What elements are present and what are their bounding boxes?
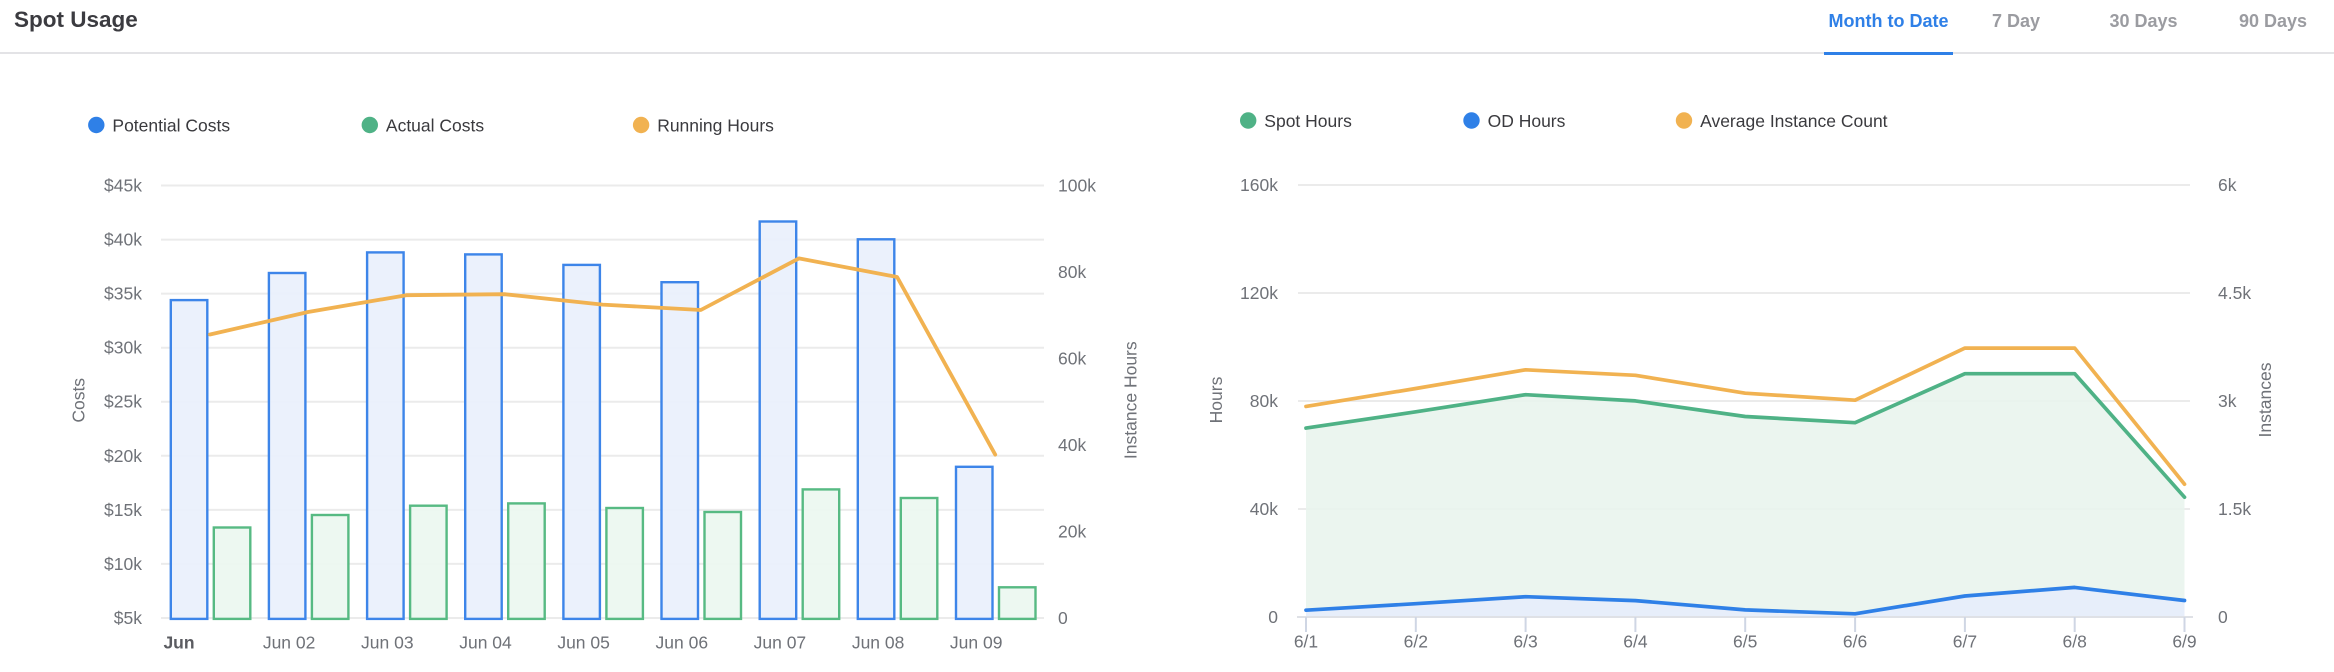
svg-text:40k: 40k: [1058, 435, 1086, 455]
svg-text:6/2: 6/2: [1404, 632, 1428, 652]
svg-text:100k: 100k: [1058, 176, 1096, 196]
svg-text:$10k: $10k: [104, 554, 142, 574]
svg-text:6k: 6k: [2218, 175, 2237, 195]
svg-text:Jun 07: Jun 07: [754, 633, 807, 653]
svg-text:6/3: 6/3: [1513, 632, 1537, 652]
svg-text:$20k: $20k: [104, 446, 142, 466]
svg-text:80k: 80k: [1058, 262, 1086, 282]
svg-text:Jun 08: Jun 08: [852, 633, 905, 653]
svg-text:Jun 06: Jun 06: [656, 633, 709, 653]
svg-text:Instance Hours: Instance Hours: [1121, 341, 1141, 459]
svg-text:0: 0: [1058, 608, 1068, 628]
svg-text:6/8: 6/8: [2063, 632, 2087, 652]
svg-text:3k: 3k: [2218, 391, 2237, 411]
svg-text:Jun 04: Jun 04: [459, 633, 512, 653]
svg-text:$25k: $25k: [104, 392, 142, 412]
svg-text:$5k: $5k: [114, 608, 142, 628]
svg-text:0: 0: [2218, 607, 2228, 627]
svg-text:$35k: $35k: [104, 284, 142, 304]
svg-text:$40k: $40k: [104, 230, 142, 250]
svg-text:120k: 120k: [1240, 283, 1278, 303]
svg-text:6/6: 6/6: [1843, 632, 1867, 652]
svg-text:Jun 02: Jun 02: [263, 633, 316, 653]
svg-text:6/9: 6/9: [2172, 632, 2196, 652]
svg-text:6/4: 6/4: [1623, 632, 1648, 652]
svg-text:Hours: Hours: [1206, 376, 1226, 423]
svg-text:Jun: Jun: [163, 633, 194, 653]
svg-text:Jun 05: Jun 05: [557, 633, 610, 653]
svg-text:160k: 160k: [1240, 175, 1278, 195]
svg-text:80k: 80k: [1250, 391, 1278, 411]
svg-text:Spot Hours: Spot Hours: [1264, 111, 1352, 131]
svg-text:20k: 20k: [1058, 522, 1086, 542]
svg-text:0: 0: [1268, 607, 1278, 627]
svg-text:$15k: $15k: [104, 500, 142, 520]
svg-text:Jun 09: Jun 09: [950, 633, 1003, 653]
svg-text:Potential Costs: Potential Costs: [112, 115, 230, 135]
svg-text:Costs: Costs: [69, 378, 89, 423]
svg-text:Jun 03: Jun 03: [361, 633, 414, 653]
svg-text:Running Hours: Running Hours: [657, 115, 774, 135]
svg-text:OD Hours: OD Hours: [1488, 111, 1566, 131]
svg-text:1.5k: 1.5k: [2218, 499, 2251, 519]
svg-text:60k: 60k: [1058, 349, 1086, 369]
svg-text:6/5: 6/5: [1733, 632, 1757, 652]
svg-text:$30k: $30k: [104, 338, 142, 358]
svg-text:$45k: $45k: [104, 176, 142, 196]
svg-text:Actual Costs: Actual Costs: [386, 115, 484, 135]
svg-text:Instances: Instances: [2255, 362, 2275, 437]
svg-text:4.5k: 4.5k: [2218, 283, 2251, 303]
svg-text:Average Instance Count: Average Instance Count: [1700, 111, 1888, 131]
svg-text:40k: 40k: [1250, 499, 1278, 519]
svg-text:6/7: 6/7: [1953, 632, 1977, 652]
svg-text:6/1: 6/1: [1294, 632, 1318, 652]
